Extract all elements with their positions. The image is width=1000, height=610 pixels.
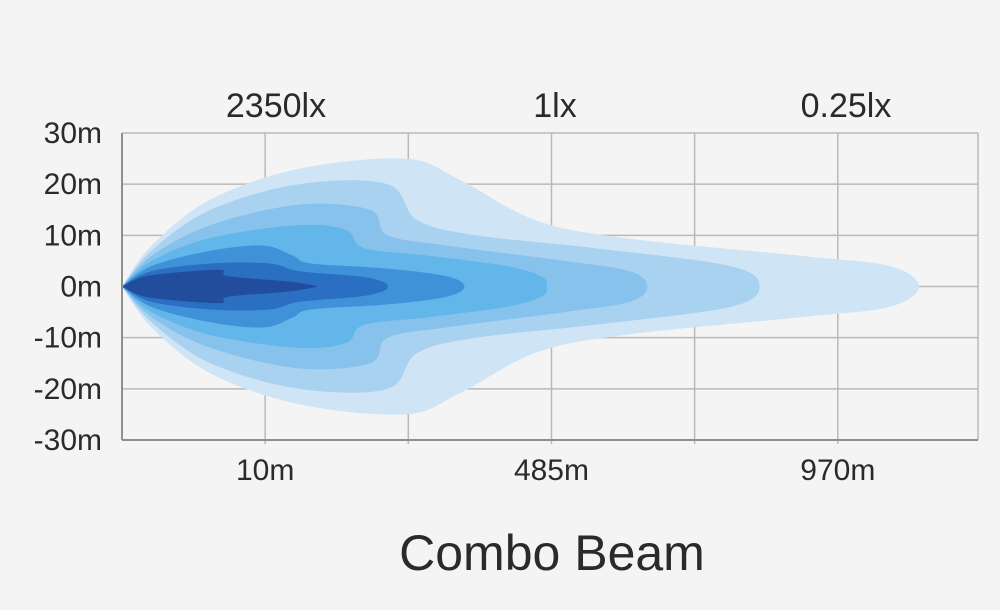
x-axis-labels: 10m 485m 970m (236, 454, 875, 487)
chart-title: Combo Beam (399, 525, 705, 581)
beam-zone-7 (122, 269, 317, 304)
y-axis-labels: 30m 20m 10m 0m -10m -20m -30m (34, 117, 102, 457)
lux-label: 1lx (533, 87, 576, 125)
axes (121, 133, 978, 441)
y-tick-label: -10m (34, 322, 102, 355)
y-tick-label: 0m (60, 271, 102, 304)
x-tick-label: 10m (236, 454, 294, 487)
x-tick-label: 485m (514, 454, 589, 487)
lux-label: 2350lx (226, 87, 326, 125)
y-tick-label: 20m (44, 168, 102, 201)
y-tick-label: -20m (34, 373, 102, 406)
lux-labels: 2350lx 1lx 0.25lx (226, 87, 891, 125)
y-tick-label: -30m (34, 424, 102, 457)
y-tick-label: 30m (44, 117, 102, 150)
beam-pattern (122, 158, 919, 415)
y-tick-label: 10m (44, 219, 102, 252)
x-tick-label: 970m (800, 454, 875, 487)
lux-label: 0.25lx (801, 87, 892, 125)
